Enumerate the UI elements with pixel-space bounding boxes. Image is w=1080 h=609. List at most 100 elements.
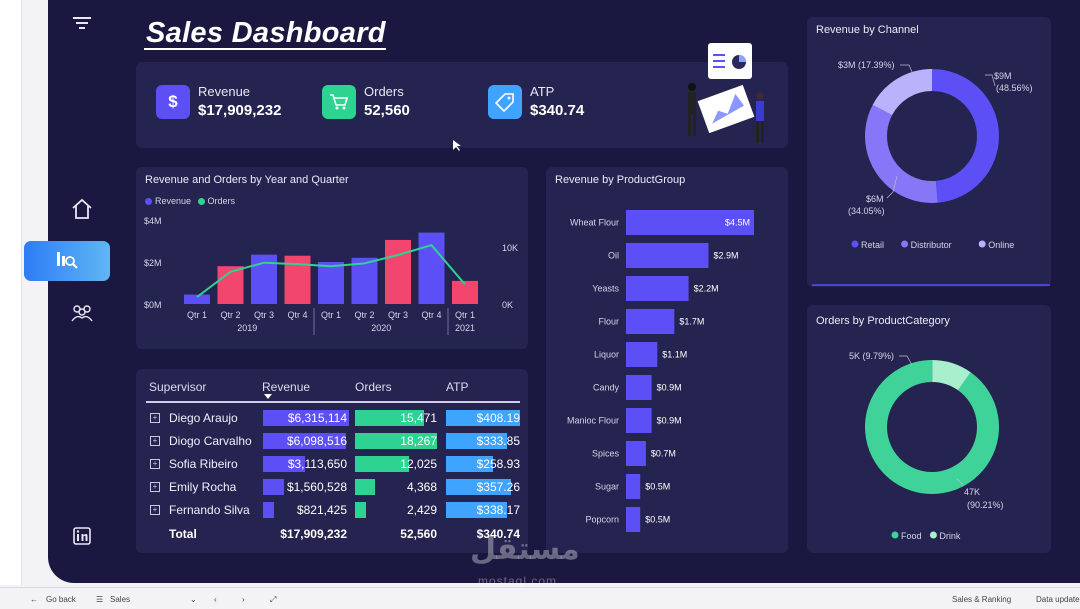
product-group-label: Wheat Flour bbox=[570, 218, 619, 228]
revenue-bar[interactable] bbox=[184, 294, 210, 304]
orders-databar bbox=[355, 456, 409, 472]
legend-label: Distributor bbox=[911, 240, 952, 250]
legend-marker bbox=[901, 240, 909, 248]
year-tick-label: 2021 bbox=[455, 323, 475, 333]
revenue-bar[interactable] bbox=[351, 257, 378, 304]
page-title: Sales Dashboard bbox=[146, 17, 386, 49]
supervisor-name: Fernando Silva bbox=[169, 503, 250, 517]
orders-databar bbox=[355, 502, 366, 518]
product-group-bar[interactable] bbox=[626, 375, 652, 400]
revenue-value: $3,113,650 bbox=[287, 457, 347, 471]
product-group-chart: Wheat Flour $4.5M Oil $2.9M Yeasts $2.2M Flour… bbox=[567, 210, 754, 532]
product-group-value: $1.1M bbox=[662, 350, 687, 360]
col-revenue[interactable]: Revenue bbox=[262, 380, 311, 394]
expand-row-icon[interactable]: + bbox=[150, 459, 160, 469]
sort-desc-icon[interactable] bbox=[264, 394, 272, 399]
product-group-value: $2.9M bbox=[713, 251, 738, 261]
quarter-tick-label: Qtr 1 bbox=[321, 310, 341, 320]
dollar-icon: $ bbox=[156, 84, 190, 119]
expand-icon[interactable]: ⤢ bbox=[270, 595, 277, 604]
page-selector[interactable]: Sales bbox=[110, 595, 131, 604]
go-back-button[interactable]: Go back bbox=[46, 595, 76, 604]
revenue-value: $6,315,114 bbox=[287, 411, 347, 425]
legend-marker bbox=[929, 531, 937, 539]
kpi-orders: Orders 52,560 bbox=[322, 84, 410, 119]
table-row[interactable]: + Fernando Silva $821,425 2,429 $338.17 bbox=[147, 501, 527, 519]
atp-value: $408.19 bbox=[476, 411, 520, 425]
year-quarter-legend: Revenue Orders bbox=[145, 196, 235, 206]
table-row[interactable]: + Sofia Ribeiro $3,113,650 12,025 $258.93 bbox=[147, 455, 527, 473]
expand-row-icon[interactable]: + bbox=[150, 505, 160, 515]
category-title: Orders by ProductCategory bbox=[816, 315, 950, 327]
quarter-tick-label: Qtr 3 bbox=[254, 310, 274, 320]
label-online: $3M (17.39%) bbox=[838, 60, 895, 70]
team-icon[interactable] bbox=[48, 302, 116, 324]
product-group-value: $0.9M bbox=[657, 383, 682, 393]
revenue-bar[interactable] bbox=[452, 280, 478, 304]
orders-value: 4,368 bbox=[406, 480, 437, 494]
kpi-orders-label: Orders bbox=[364, 84, 404, 99]
product-group-bar[interactable] bbox=[626, 243, 709, 268]
table-row[interactable]: + Diogo Carvalho $6,098,516 18,267 $333.85 bbox=[147, 432, 527, 450]
revenue-databar bbox=[263, 433, 347, 449]
channel-donut: $9M (48.56%) $6M (34.05%) $3M (17.39%) Retail… bbox=[838, 60, 1033, 250]
back-arrow-icon[interactable]: ← bbox=[30, 595, 38, 604]
product-group-value: $0.7M bbox=[651, 449, 676, 459]
supervisor-name: Diogo Carvalho bbox=[169, 434, 252, 448]
leader-line bbox=[956, 478, 964, 486]
category-card bbox=[807, 305, 1051, 553]
product-group-bar[interactable] bbox=[626, 342, 658, 367]
product-group-label: Popcorn bbox=[585, 515, 619, 525]
product-group-bar[interactable] bbox=[626, 474, 641, 499]
quarter-tick-label: Qtr 2 bbox=[354, 310, 374, 320]
slice-online[interactable] bbox=[865, 69, 999, 203]
watermark-arabic: مستقل bbox=[470, 533, 580, 566]
total-label: Total bbox=[169, 527, 197, 541]
slice-distributor[interactable] bbox=[865, 69, 999, 203]
revenue-bar[interactable] bbox=[385, 239, 411, 304]
prev-page-icon[interactable]: ‹ bbox=[214, 595, 217, 604]
y-tick-4m: $4M bbox=[144, 216, 162, 226]
kpi-atp-label: ATP bbox=[530, 84, 555, 99]
revenue-bar[interactable] bbox=[418, 232, 445, 304]
home-icon[interactable] bbox=[48, 197, 116, 221]
label-distributor-pct: (34.05%) bbox=[848, 206, 885, 216]
kpi-revenue: $ Revenue $17,909,232 bbox=[156, 84, 281, 119]
revenue-value: $821,425 bbox=[296, 503, 347, 517]
expand-row-icon[interactable]: + bbox=[150, 436, 160, 446]
col-atp[interactable]: ATP bbox=[446, 380, 469, 394]
next-page-icon[interactable]: › bbox=[242, 595, 245, 604]
presentation-illustration bbox=[680, 40, 780, 148]
product-group-value: $0.5M bbox=[645, 515, 670, 525]
product-group-value: $4.5M bbox=[725, 218, 750, 228]
orders-value: 18,267 bbox=[400, 434, 437, 448]
legend-orders: Orders bbox=[207, 196, 236, 206]
slice-food[interactable] bbox=[854, 349, 1010, 505]
product-group-bar[interactable] bbox=[626, 210, 754, 235]
table-row[interactable]: + Diego Araujo $6,315,114 15,471 $408.19 bbox=[147, 409, 527, 427]
label-food: 47K bbox=[964, 487, 980, 497]
product-group-bar[interactable] bbox=[626, 441, 646, 466]
orders-line bbox=[196, 244, 466, 298]
product-group-label: Flour bbox=[598, 317, 619, 327]
revenue-databar bbox=[263, 410, 349, 426]
channel-divider bbox=[812, 284, 1050, 286]
col-supervisor[interactable]: Supervisor bbox=[149, 380, 207, 394]
expand-row-icon[interactable]: + bbox=[150, 413, 160, 423]
product-group-bar[interactable] bbox=[626, 276, 689, 301]
revenue-bar[interactable] bbox=[318, 262, 344, 304]
orders-databar bbox=[355, 433, 437, 449]
legend-label: Retail bbox=[861, 240, 884, 250]
product-group-bar[interactable] bbox=[626, 408, 652, 433]
product-group-label: Sugar bbox=[595, 482, 619, 492]
chevron-down-icon[interactable]: ⌄ bbox=[190, 595, 197, 604]
atp-databar bbox=[446, 433, 507, 449]
product-group-bar[interactable] bbox=[626, 507, 641, 532]
col-orders[interactable]: Orders bbox=[355, 380, 392, 394]
table-row[interactable]: + Emily Rocha $1,560,528 4,368 $357.26 bbox=[147, 478, 527, 496]
nav-sales-analysis-active[interactable] bbox=[24, 241, 110, 281]
expand-row-icon[interactable]: + bbox=[150, 482, 160, 492]
filter-icon[interactable] bbox=[48, 14, 116, 32]
linkedin-icon[interactable] bbox=[48, 526, 116, 546]
product-group-bar[interactable] bbox=[626, 309, 675, 334]
